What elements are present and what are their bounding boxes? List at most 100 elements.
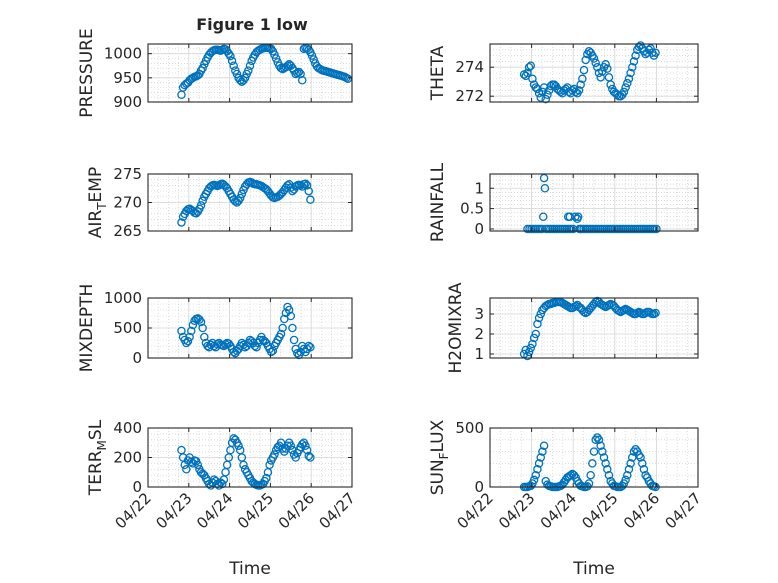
data-point bbox=[533, 319, 542, 329]
x-tick-label: 04/27 bbox=[316, 489, 359, 532]
y-axis-label: MIXDEPTH bbox=[77, 284, 97, 373]
data-point bbox=[196, 317, 206, 327]
x-tick-label: 04/23 bbox=[152, 489, 195, 532]
y-tick-label: 265 bbox=[113, 222, 142, 240]
axes-box bbox=[489, 43, 699, 103]
data-point bbox=[284, 305, 294, 315]
data-point bbox=[271, 54, 281, 63]
x-tick-label: 04/24 bbox=[193, 489, 236, 532]
data-point bbox=[571, 212, 580, 221]
data-point bbox=[604, 73, 614, 82]
y-tick-label: 900 bbox=[113, 93, 142, 111]
data-point bbox=[588, 459, 597, 468]
axes-box bbox=[489, 427, 699, 488]
data-point bbox=[304, 451, 314, 461]
data-point bbox=[195, 315, 204, 324]
data-point bbox=[306, 342, 315, 352]
data-point bbox=[529, 333, 539, 343]
axes-box bbox=[489, 173, 699, 232]
data-point bbox=[594, 435, 604, 445]
data-point bbox=[524, 62, 534, 72]
y-tick-label: 0 bbox=[132, 478, 142, 496]
y-tick-label: 1000 bbox=[104, 45, 142, 63]
data-point bbox=[533, 465, 542, 474]
data-point bbox=[523, 68, 532, 78]
data-point bbox=[621, 475, 630, 485]
y-axis-label: H2OMIXRA bbox=[446, 282, 466, 373]
data-point bbox=[586, 470, 595, 480]
data-point bbox=[244, 66, 253, 75]
data-point bbox=[541, 94, 550, 104]
data-point bbox=[579, 65, 589, 75]
x-tick-label: 04/26 bbox=[275, 489, 318, 532]
y-tick-label: 272 bbox=[455, 87, 484, 105]
y-tick-label: 275 bbox=[113, 165, 142, 183]
data-point bbox=[235, 193, 245, 203]
data-point bbox=[623, 78, 632, 88]
data-point bbox=[539, 173, 549, 183]
data-point bbox=[528, 74, 537, 84]
data-point bbox=[304, 341, 314, 351]
x-tick-label: 04/23 bbox=[495, 489, 538, 532]
data-point bbox=[651, 308, 660, 318]
data-point bbox=[302, 445, 312, 455]
data-point bbox=[304, 186, 314, 196]
data-point bbox=[599, 453, 609, 462]
data-point bbox=[286, 441, 296, 450]
x-tick-label: 04/25 bbox=[578, 489, 621, 532]
data-point bbox=[224, 49, 234, 58]
data-point bbox=[177, 326, 186, 336]
data-point bbox=[240, 73, 250, 83]
data-point bbox=[237, 189, 247, 199]
data-point bbox=[278, 323, 287, 333]
data-point bbox=[306, 195, 315, 204]
data-point bbox=[270, 450, 279, 459]
data-point bbox=[534, 313, 544, 323]
x-axis-label: Time bbox=[572, 559, 615, 579]
y-tick-label: 1 bbox=[474, 179, 484, 197]
data-point bbox=[538, 447, 547, 456]
axes-box bbox=[489, 297, 699, 359]
data-point bbox=[626, 68, 635, 78]
data-point bbox=[589, 447, 599, 456]
data-point bbox=[294, 67, 304, 77]
data-point bbox=[639, 465, 649, 474]
data-point bbox=[576, 80, 585, 89]
data-point bbox=[537, 224, 547, 234]
data-point bbox=[186, 326, 196, 336]
y-tick-label: 274 bbox=[455, 58, 484, 76]
data-point bbox=[536, 453, 546, 462]
data-point bbox=[578, 74, 587, 84]
data-point bbox=[624, 465, 634, 474]
data-point bbox=[301, 179, 310, 188]
data-point bbox=[226, 445, 235, 455]
data-point bbox=[309, 55, 318, 64]
data-point bbox=[218, 479, 227, 489]
y-axis-label: THETA bbox=[428, 45, 448, 101]
y-tick-label: 500 bbox=[113, 319, 142, 337]
data-point bbox=[581, 55, 590, 65]
y-tick-label: 200 bbox=[113, 449, 142, 467]
data-point bbox=[196, 201, 206, 210]
subplot-terr: 0200400TERRMSL04/2204/2304/2404/2504/260… bbox=[86, 419, 359, 579]
data-point bbox=[262, 473, 271, 483]
subplot-mixdepth: 0 500 1000 MIXDEPTH bbox=[77, 284, 353, 373]
data-point bbox=[297, 76, 307, 85]
data-point bbox=[634, 450, 644, 460]
data-point bbox=[183, 336, 193, 346]
x-tick-label: 04/25 bbox=[234, 489, 277, 532]
x-axis-label: Time bbox=[228, 559, 271, 579]
y-tick-label: 0.5 bbox=[460, 200, 484, 218]
data-point bbox=[286, 311, 296, 321]
data-point bbox=[523, 351, 532, 361]
data-point bbox=[598, 447, 607, 456]
data-point bbox=[604, 300, 614, 310]
data-point bbox=[573, 212, 583, 221]
x-tick-label: 04/26 bbox=[620, 489, 663, 532]
data-point bbox=[649, 309, 659, 319]
y-axis-label: PRESSURE bbox=[77, 28, 97, 117]
data-point bbox=[539, 441, 549, 450]
data-point bbox=[200, 332, 209, 342]
data-point bbox=[288, 323, 297, 333]
data-point bbox=[270, 50, 279, 59]
